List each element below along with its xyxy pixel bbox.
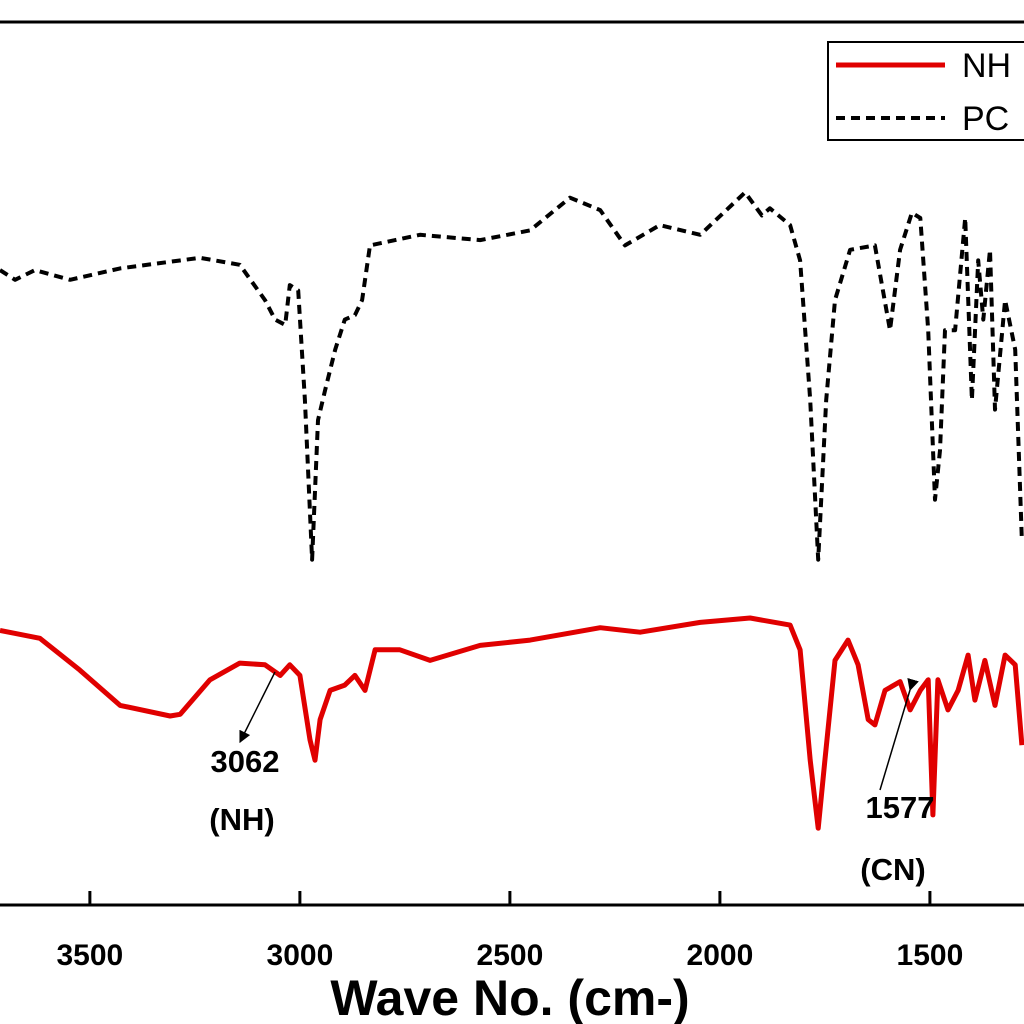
x-tick-label: 2000 bbox=[687, 939, 754, 972]
x-axis-label: Wave No. (cm-) bbox=[330, 970, 689, 1024]
x-tick-label: 2500 bbox=[477, 939, 544, 972]
arrow bbox=[239, 671, 276, 744]
legend bbox=[827, 41, 1024, 141]
annotation: 1577 bbox=[866, 790, 935, 825]
annotation: (NH) bbox=[209, 802, 274, 837]
legend-label: PC bbox=[962, 100, 1009, 138]
legend-label: NH bbox=[962, 47, 1011, 85]
series-line bbox=[0, 190, 1024, 562]
x-tick-label: 3500 bbox=[57, 939, 124, 972]
series-line bbox=[0, 615, 1024, 831]
annotation: 3062 bbox=[211, 744, 280, 779]
x-tick-label: 1500 bbox=[897, 939, 964, 972]
annotation: (CN) bbox=[860, 852, 925, 887]
x-tick-label: 3000 bbox=[267, 939, 334, 972]
arrow bbox=[879, 677, 919, 791]
